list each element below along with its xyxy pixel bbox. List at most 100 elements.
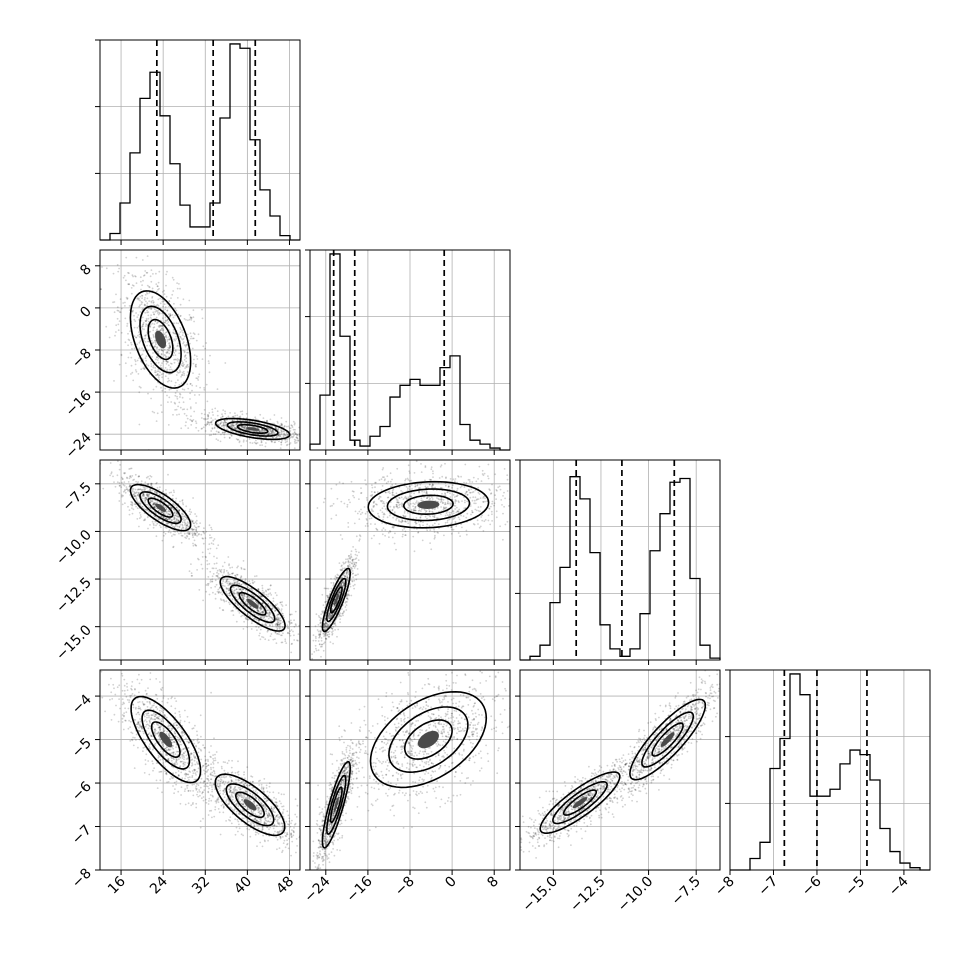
sample-point [222,599,225,601]
sample-point [146,509,149,511]
sample-point [264,618,267,621]
sample-point [255,601,258,604]
sample-point [474,502,477,505]
sample-point [275,622,278,625]
sample-point [165,508,168,511]
sample-point [172,332,175,335]
sample-point [353,579,356,582]
sample-point [168,513,171,516]
sample-point [290,424,293,427]
sample-point [252,598,255,601]
sample-point [323,627,326,630]
sample-point [190,424,193,426]
sample-point [172,518,175,520]
sample-point [181,360,183,363]
sample-point [169,346,172,348]
sample-point [181,365,184,367]
sample-point [280,441,283,444]
sample-point [187,531,190,534]
density-contour [155,330,166,349]
sample-point [156,285,159,288]
sample-point [135,282,138,285]
sample-point [222,580,225,583]
sample-point [183,359,186,361]
sample-point [295,436,298,439]
sample-point [255,442,258,445]
sample-point [121,481,123,484]
sample-point [249,425,251,428]
sample-point [146,324,149,326]
sample-point [269,418,272,421]
sample-point [281,423,283,426]
sample-point [276,633,278,635]
sample-point [278,435,281,438]
sample-point [290,619,292,622]
sample-point [177,372,180,374]
sample-point [205,530,208,533]
sample-point [175,497,178,500]
sample-point [220,571,223,574]
sample-point [149,326,152,328]
sample-point [457,500,460,502]
sample-point [240,594,243,597]
sample-point [126,298,129,300]
sample-point [151,322,154,325]
sample-point [242,560,245,562]
sample-point [235,423,238,426]
sample-point [223,570,226,573]
sample-point [134,275,136,277]
sample-point [346,601,348,603]
sample-point [291,424,293,427]
sample-point [145,320,147,322]
sample-point [261,610,264,613]
sample-point [127,489,129,492]
sample-point [157,309,160,312]
sample-point [276,627,279,630]
sample-point [260,616,262,619]
sample-point [320,630,322,633]
sample-point [239,588,242,591]
sample-point [259,607,262,610]
sample-point [144,509,147,511]
sample-point [176,360,179,362]
hist-panel-3: −8 −7 −6 −5 −4 [712,669,931,899]
sample-point [170,507,173,510]
sample-point [191,420,194,422]
sample-point [491,500,494,503]
sample-point [162,300,165,303]
sample-point [326,624,329,626]
sample-point [349,557,352,559]
sample-point [468,489,470,492]
sample-point [270,430,273,433]
sample-point [186,521,189,524]
sample-point [201,551,204,554]
sample-point [263,429,266,432]
sample-point [245,428,248,431]
sample-point [322,501,325,504]
sample-point [195,522,198,525]
sample-point [122,494,124,497]
sample-point [333,577,336,580]
sample-point [131,284,134,287]
sample-point [243,426,246,429]
sample-point [206,559,209,562]
sample-point [108,336,111,339]
sample-point [265,607,268,609]
sample-point [271,625,274,627]
sample-point [347,566,350,568]
sample-point [193,525,196,527]
sample-point [360,508,362,511]
sample-point [267,588,269,591]
sample-point [167,346,170,349]
sample-point [154,367,157,369]
sample-point [327,587,330,590]
sample-point [132,309,135,312]
sample-point [206,414,209,416]
sample-point [481,469,484,472]
sample-point [452,512,455,515]
sample-point [283,433,286,436]
sample-point [354,565,357,568]
sample-point [340,584,343,586]
density-contour [129,483,192,532]
sample-point [132,275,135,278]
